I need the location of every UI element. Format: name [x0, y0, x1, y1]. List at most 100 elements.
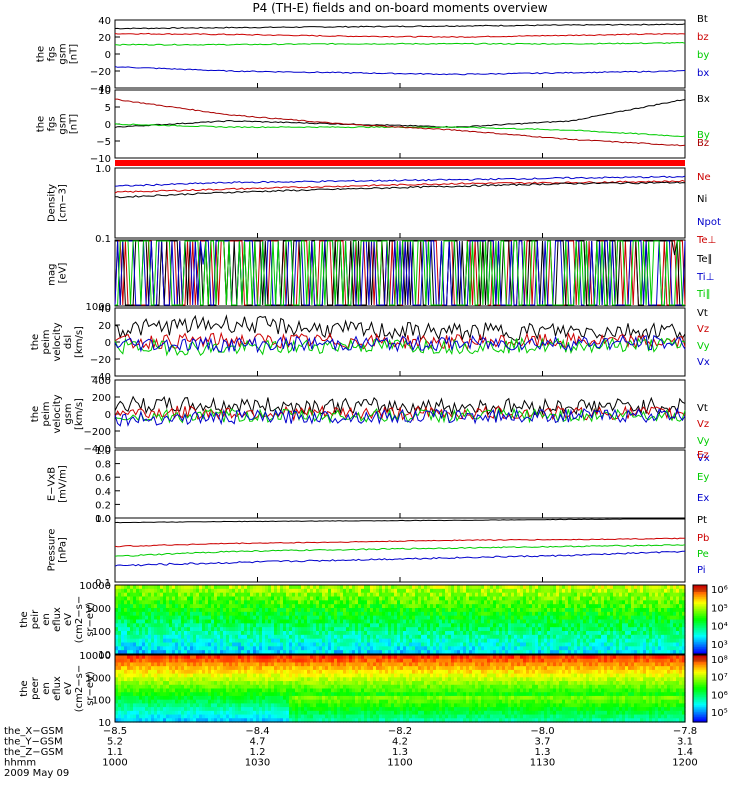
spectrogram-cell: [385, 650, 389, 655]
spectrogram-cell: [349, 592, 353, 598]
spectrogram-cell: [181, 642, 185, 647]
spectrogram-cell: [265, 600, 269, 605]
spectrogram-cell: [601, 608, 605, 613]
spectrogram-cell: [592, 604, 596, 609]
spectrogram-cell: [208, 707, 212, 712]
spectrogram-cell: [322, 592, 326, 598]
spectrogram-cell: [553, 596, 557, 601]
y-axis-label-line: fgs: [47, 46, 58, 61]
spectrogram-cell: [424, 608, 428, 613]
spectrogram-cell: [148, 655, 152, 660]
spectrogram-cell: [274, 585, 278, 590]
spectrogram-cell: [190, 666, 194, 671]
spectrogram-cell: [307, 662, 311, 667]
spectrogram-cell: [169, 631, 173, 636]
spectrogram-cell: [121, 681, 125, 686]
spectrogram-cell: [154, 658, 158, 664]
spectrogram-cell: [163, 688, 167, 693]
spectrogram-cell: [505, 600, 509, 605]
spectrogram-cell: [229, 655, 233, 660]
spectrogram-cell: [421, 631, 425, 636]
spectrogram-cell: [277, 592, 281, 598]
spectrogram-cell: [121, 666, 125, 671]
spectrogram-cell: [118, 710, 122, 716]
spectrogram-cell: [208, 608, 212, 613]
spectrogram-cell: [208, 623, 212, 628]
spectrogram-cell: [223, 608, 227, 613]
spectrogram-cell: [121, 604, 125, 609]
spectrogram-cell: [127, 688, 131, 693]
spectrogram-cell: [217, 619, 221, 624]
spectrogram-cell: [295, 615, 299, 621]
spectrogram-cell: [169, 655, 173, 660]
spectrogram-cell: [148, 681, 152, 686]
spectrogram-cell: [274, 684, 278, 690]
spectrogram-cell: [304, 588, 308, 594]
spectrogram-cell: [280, 650, 284, 655]
legend-Ti∥: Ti∥: [696, 289, 711, 300]
spectrogram-cell: [661, 650, 665, 655]
spectrogram-cell: [595, 638, 599, 644]
spectrogram-cell: [475, 596, 479, 601]
spectrogram-cell: [589, 642, 593, 647]
spectrogram-cell: [235, 681, 239, 686]
spectrogram-cell: [259, 692, 263, 697]
spectrogram-cell: [190, 600, 194, 605]
spectrogram-cell: [178, 677, 182, 682]
spectrogram-cell: [319, 692, 323, 697]
spectrogram-cell: [295, 684, 299, 690]
spectrogram-cell: [184, 684, 188, 690]
spectrogram-cell: [538, 638, 542, 644]
spectrogram-cell: [619, 638, 623, 644]
spectrogram-cell: [511, 608, 515, 613]
spectrogram-cell: [367, 631, 371, 636]
spectrogram-cell: [523, 642, 527, 647]
spectrogram-cell: [436, 615, 440, 621]
colorbar-cell: [693, 622, 707, 626]
spectrogram-cell: [670, 623, 674, 628]
spectrogram-cell: [625, 585, 629, 590]
spectrogram-cell: [547, 631, 551, 636]
spectrogram-cell: [238, 714, 242, 719]
spectrogram-cell: [199, 703, 203, 708]
spectrogram-cell: [265, 684, 269, 690]
spectrogram-cell: [133, 710, 137, 716]
spectrogram-cell: [487, 646, 491, 651]
spectrogram-cell: [313, 585, 317, 590]
spectrogram-cell: [601, 634, 605, 640]
spectrogram-cell: [274, 638, 278, 644]
spectrogram-cell: [160, 596, 164, 601]
spectrogram-cell: [457, 631, 461, 636]
spectrogram-cell: [193, 688, 197, 693]
spectrogram-cell: [265, 699, 269, 704]
spectrogram-cell: [406, 646, 410, 651]
spectrogram-cell: [547, 634, 551, 640]
spectrogram-cell: [523, 646, 527, 651]
spectrogram-cell: [193, 611, 197, 617]
spectrogram-cell: [226, 631, 230, 636]
spectrogram-cell: [619, 611, 623, 617]
spectrogram-cell: [193, 677, 197, 682]
spectrogram-cell: [589, 650, 593, 655]
spectrogram-cell: [358, 615, 362, 621]
spectrogram-cell: [154, 592, 158, 598]
spectrogram-cell: [508, 596, 512, 601]
spectrogram-cell: [526, 611, 530, 617]
spectrogram-cell: [580, 585, 584, 590]
spectrogram-cell: [301, 669, 305, 675]
spectrogram-cell: [157, 714, 161, 719]
spectrogram-cell: [442, 585, 446, 590]
spectrogram-cell: [193, 707, 197, 712]
spectrogram-cell: [580, 604, 584, 609]
spectrogram-cell: [610, 615, 614, 621]
spectrogram-cell: [610, 585, 614, 590]
panels: thefgsgsm[nT]40200−20−40Btbzbybxthefgsgs…: [19, 14, 728, 729]
spectrogram-cell: [187, 655, 191, 660]
spectrogram-cell: [634, 604, 638, 609]
spectrogram-cell: [268, 673, 272, 678]
spectrogram-cell: [331, 600, 335, 605]
spectrogram-cell: [475, 642, 479, 647]
spectrogram-cell: [583, 638, 587, 644]
spectrogram-cell: [307, 710, 311, 716]
spectrogram-cell: [331, 623, 335, 628]
